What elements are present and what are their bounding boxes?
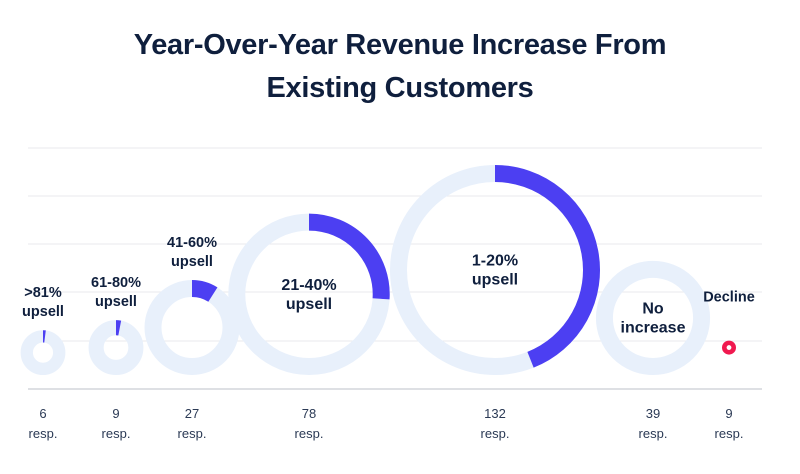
ring-share-arc — [494, 165, 600, 368]
category-label: 61-80% — [91, 275, 141, 291]
response-unit: resp. — [178, 426, 207, 441]
chart-title-line1: Year-Over-Year Revenue Increase From — [133, 29, 667, 61]
category-label: 21-40% — [281, 277, 336, 294]
response-count: 132 — [484, 406, 506, 421]
category-label: Decline — [703, 290, 755, 306]
response-unit: resp. — [639, 426, 668, 441]
decline-dot-center — [726, 345, 732, 350]
category-label: >81% — [24, 285, 62, 301]
chart-title: Year-Over-Year Revenue Increase From Exi… — [0, 24, 800, 110]
category-label: upsell — [171, 254, 213, 270]
response-count: 9 — [725, 406, 732, 421]
response-count: 78 — [302, 406, 316, 421]
ring-track — [88, 320, 144, 375]
category-label: upsell — [95, 294, 137, 310]
category-label: No — [642, 300, 664, 317]
response-unit: resp. — [29, 426, 58, 441]
category-label: upsell — [22, 304, 64, 320]
response-unit: resp. — [295, 426, 324, 441]
category-label: upsell — [472, 272, 518, 289]
response-unit: resp. — [481, 426, 510, 441]
category-label: upsell — [286, 296, 332, 313]
category-label: 1-20% — [472, 253, 518, 270]
response-count: 27 — [185, 406, 199, 421]
response-count: 39 — [646, 406, 660, 421]
ring-share-arc — [308, 213, 390, 300]
response-count: 6 — [39, 406, 46, 421]
chart-title-line2: Existing Customers — [266, 72, 534, 104]
category-label: increase — [621, 319, 686, 336]
ring-share-arc — [191, 280, 218, 303]
ring-track — [144, 280, 240, 375]
category-label: 41-60% — [167, 235, 217, 251]
ring-track — [595, 260, 711, 375]
response-unit: resp. — [102, 426, 131, 441]
response-count: 9 — [112, 406, 119, 421]
response-unit: resp. — [715, 426, 744, 441]
